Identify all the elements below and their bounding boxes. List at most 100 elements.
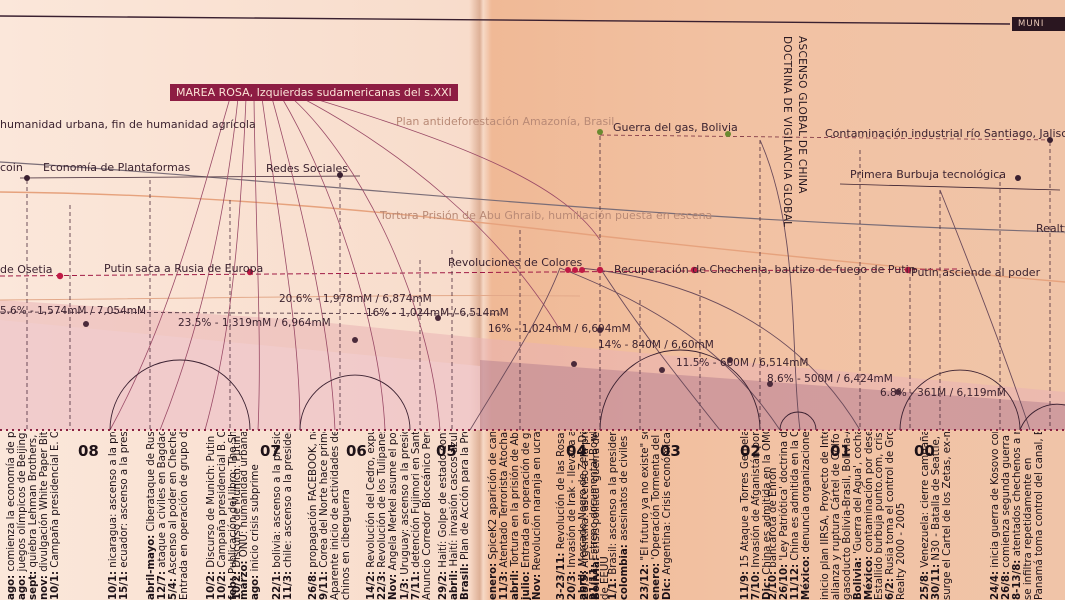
timeline-entry: Panamá toma control del canal, EEUU y D xyxy=(1034,432,1045,600)
timeline-entry: julio: Entrada en operación de grup xyxy=(521,432,532,600)
stat-2003: 14% - 840M / 6,60mM xyxy=(598,339,714,351)
label-coin: coin xyxy=(0,161,23,174)
timeline-column: 26/8: propagación FACEBOOK, naci 9/11: Co… xyxy=(308,432,352,600)
timeline-column: inicio plan IIRSA, Proyecto de Integ alia… xyxy=(820,432,875,600)
timeline-entry: 10/2: Discurso de Munich: Putin der xyxy=(232,432,243,600)
timeline-entry: ago: inicio crisis subprime xyxy=(250,464,261,600)
timeline-entry: 22/3: Revolución de los Tulipanes e xyxy=(377,432,388,600)
timeline-entry: abril: Tortura en la prisión de Abu G xyxy=(510,432,521,600)
stat-2005: 16% - 1,024mM / 6,514mM xyxy=(366,307,509,319)
label-realty: Realty xyxy=(1036,222,1065,235)
timeline-entry: sept: quiebra Lehman Brothers, clím xyxy=(28,432,39,600)
timeline-entry: 23/12: "El futuro ya no existe" sente xyxy=(640,432,651,600)
corner-tag: MUNI xyxy=(1012,17,1065,31)
label-osetia: de Osetia xyxy=(0,263,53,276)
timeline-entry: 26/8: comienza segunda guerra de xyxy=(1001,432,1012,600)
timeline-entry: 11/12: China es admitida en la OMC xyxy=(790,432,801,600)
timeline-entry: enero: 'Operación Tormenta del De xyxy=(651,432,662,600)
timeline-column: 24/4: inicia guerra de Kosovo con b 26/8:… xyxy=(990,432,1045,600)
timeline-entry: México: denuncia organizaciones de xyxy=(801,432,812,600)
timeline-entry: 3-23/11: Revolución de las Rosas en xyxy=(556,432,567,600)
label-putin-poder: Putin asciende al poder xyxy=(911,266,1041,279)
stat-2001: 8.6% - 500M / 6,424mM xyxy=(767,373,893,385)
timeline-entry: 10/2: Discurso de Munich: Putin der xyxy=(206,432,217,600)
title-vigilancia: DOCTRINA DE VIGILANCIA GLOBAL xyxy=(781,36,793,228)
timeline-entry: abril: Haití: invasión cascos azules xyxy=(449,432,460,600)
timeline-entry: se infiltra repetidamente en xyxy=(1023,457,1034,600)
timeline-entry: 1/1: Brasil: ascenso a la presidencia xyxy=(608,432,619,600)
timeline-entry: nov: divulgación White Paper Bitcoi xyxy=(39,432,50,600)
timeline-column: 1/3: Uruguay: ascenso a la preside 7/11: … xyxy=(400,432,433,600)
label-burbuja: Primera Burbuja tecnológica xyxy=(850,168,1006,181)
timeline-column: 25/5: Argentina: ascenso a la preside Bol… xyxy=(580,432,602,600)
timeline-entry: abril-mayo: Ciberataque de Rusia c xyxy=(146,432,157,600)
timeline-entry: Estallido burbuja punto.com, crisis e xyxy=(874,432,885,600)
timeline-entry: 29/2: Haití: Golpe de estado contr xyxy=(438,432,449,600)
label-plataformas: Economía de Plantaformas xyxy=(43,161,191,174)
timeline-entry: 10/1: Campaña presidencial E. Oba xyxy=(50,432,61,600)
timeline-column: abril-mayo: Ciberataque de Rusia c 12/7: … xyxy=(146,432,190,600)
label-guerra-gas: Guerra del gas, Bolivia xyxy=(613,121,738,134)
title-china: ASCENSO GLOBAL DE CHINA xyxy=(796,36,808,194)
timeline-entry: Entrada en operación de grupo de ciber xyxy=(179,432,190,600)
year-07: 07 xyxy=(260,442,281,460)
timeline-entry: 12/7: ataque a civiles en Bagdad (de xyxy=(157,432,168,600)
timeline-entry: Bolivia: crisis política 'guerra del gas xyxy=(591,432,602,600)
timeline-column: 1/1: Brasil: ascenso a la presidencia col… xyxy=(608,432,630,600)
timeline-entry: Brasil: Plan de Acción para la Preve xyxy=(460,432,471,600)
year-04: 04 xyxy=(566,442,587,460)
timeline-entry: inicio plan IIRSA, Proyecto de Integ xyxy=(820,432,831,600)
timeline-entry: Anuncio Corredor Bioceánico Perú- xyxy=(422,432,433,600)
timeline-entry: ago: comienza la economía de plata xyxy=(6,432,17,600)
timeline-column: 25/8: Venezuela: cierre campaña leg 30/11… xyxy=(920,432,953,600)
year-03: 03 xyxy=(660,442,681,460)
label-amazonia: Plan antideforestación Amazonía, Brasil xyxy=(396,115,615,128)
stat-2000: 6.8% - 361M / 6,119mM xyxy=(880,387,1006,399)
timeline-entry: 7/11: detención Fujimori en Santiag xyxy=(411,432,422,600)
timeline-column: 23/12: "El futuro ya no existe" sente ene… xyxy=(640,432,673,600)
timeline-column: 29/2: Haití: Golpe de estado contr abril:… xyxy=(438,432,471,600)
timeline-entry: colombia: asesinatos de civiles prese xyxy=(619,432,630,600)
timeline-entry: 25/8: Venezuela: cierre campaña leg xyxy=(920,432,931,600)
timeline-entry: ago: juegos olímpicos de Beijing, as xyxy=(17,432,28,600)
timeline-column: Estallido burbuja punto.com, crisis e 6/2… xyxy=(874,432,907,600)
year-08: 08 xyxy=(78,442,99,460)
label-humanidad: humanidad urbana, fin de humanidad agríc… xyxy=(0,118,256,131)
timeline-entry: 5/4: Ascenso al poder en Chechenia xyxy=(168,432,179,600)
timeline-column: 22/1: bolivia: ascenso a la presidenc 11/… xyxy=(272,432,294,600)
timeline-entry: Bolivia: 'Guerra del Agua', cochaba xyxy=(853,432,864,600)
marea-rosa-badge: MAREA ROSA, Izquierdas sudamericanas del… xyxy=(170,84,458,101)
label-chechenia: Recuperación de Chechenia, bautizo de fu… xyxy=(614,263,916,276)
timeline-entry: gasoducto Bolivia-Brasil, Bolivia-Arg xyxy=(842,432,853,600)
timeline-entry: Aparente inicio de actividades de Un xyxy=(330,432,341,600)
timeline-entry: 7/10: Invasión de Afganistán por EEU xyxy=(751,432,762,600)
label-redes: Redes Sociales xyxy=(266,162,349,175)
timeline-column: ago: comienza la economía de plata ago: j… xyxy=(6,432,61,600)
timeline-entry: 9/11: Corea del Norte hace primer e xyxy=(319,432,330,600)
timeline-entry: 10/1: nicaragua: ascenso a la presid xyxy=(108,432,119,600)
timeline-entry: 6/2: Rusia toma el control de Grozn xyxy=(885,432,896,600)
timeline-entry: 24/4: inicia guerra de Kosovo con b xyxy=(990,432,1001,600)
label-putin-europa: Putin saca a Rusia de Europa xyxy=(104,262,264,275)
year-01: 01 xyxy=(830,442,851,460)
timeline-entry: alianza y ruptura Cártel de Golfo y xyxy=(831,432,842,600)
timeline-entry: 25/5: Argentina: ascenso a la preside xyxy=(580,432,591,600)
timeline-entry: 11/3: Atentado Terrorista Atocha, 19 xyxy=(499,432,510,600)
label-revoluciones: Revoluciones de Colores xyxy=(448,256,583,269)
timeline-entry: Dic: Argentina: Crisis económica y p xyxy=(662,432,673,600)
page-fold xyxy=(470,0,492,600)
label-tortura: Tortura Prisión de Abu Ghraib, humillaci… xyxy=(380,209,713,222)
timeline-entry: 20/3: Invasión de Irak - llevada a ca xyxy=(567,432,578,600)
timeline-entry: Nov: Revolución naranja en ucrani xyxy=(532,432,543,600)
stat-2002: 11.5% - 660M / 6,514mM xyxy=(676,357,809,369)
year-06: 06 xyxy=(346,442,367,460)
stat-2004: 16% - 1,024mM / 6,694mM xyxy=(488,323,631,335)
year-05: 05 xyxy=(436,442,457,460)
timeline-entry: 1/3: Uruguay: ascenso a la preside xyxy=(400,432,411,600)
timeline-entry: 8-13/8: atentados chechenos a mult xyxy=(1012,432,1023,600)
timeline-strip: ago: comienza la economía de plata ago: j… xyxy=(0,432,1065,600)
timeline-entry: 14/2: Revolución del Cedro, expuls xyxy=(366,432,377,600)
timeline-entry: Realty 2000 - 2005 xyxy=(896,502,907,600)
